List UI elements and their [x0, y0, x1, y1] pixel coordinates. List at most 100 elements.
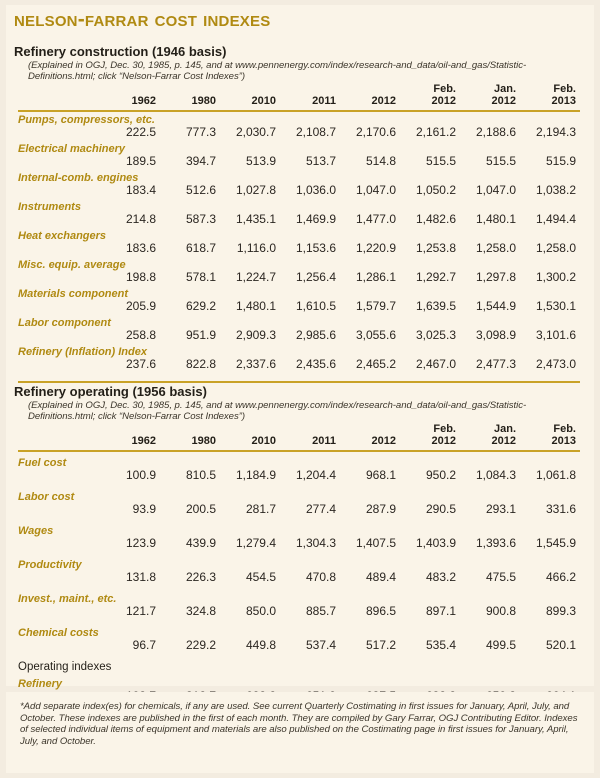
data-cell: 183.4 [125, 182, 156, 197]
spacer-cell [280, 257, 340, 271]
data-cell: 3,025.3 [415, 327, 456, 342]
spacer-cell [460, 673, 520, 690]
data-cell: 489.4 [365, 569, 396, 584]
spacer-cell [460, 141, 520, 155]
table-row-values: 93.9 200.5 281.7 277.4 287.9 290.5 293.1 331.6 [18, 501, 580, 520]
data-cell: 183.6 [125, 240, 156, 255]
data-cell: 1,292.7 [415, 269, 456, 284]
data-cell: 2,161.2 [415, 124, 456, 139]
data-cell: 810.5 [185, 467, 216, 482]
spacer-cell [340, 199, 400, 213]
table-row-label: Heat exchangers [18, 228, 580, 242]
spacer-cell [520, 170, 580, 184]
data-cell: 237.6 [125, 356, 156, 371]
spacer-cell [520, 451, 580, 469]
column-header: Feb. 2013 [520, 82, 580, 112]
spacer-cell [280, 286, 340, 300]
data-cell: 3,055.6 [355, 327, 396, 342]
row-label-header [18, 82, 100, 112]
row-label: Misc. equip. average [18, 258, 126, 271]
column-header: Feb. 2013 [520, 422, 580, 452]
data-cell: 293.1 [485, 501, 516, 516]
data-cell: 3,101.6 [535, 327, 576, 342]
data-cell: 258.8 [125, 327, 156, 342]
spacer-cell [460, 286, 520, 300]
data-cell: 205.9 [125, 298, 156, 313]
data-cell: 950.2 [425, 467, 456, 482]
column-header: Jan. 2012 [460, 422, 520, 452]
data-cell: 1,403.9 [415, 535, 456, 550]
spacer-cell [400, 520, 460, 537]
spacer-cell [400, 554, 460, 571]
row-label: Fuel cost [18, 456, 67, 469]
spacer-cell [18, 155, 100, 170]
column-header: 2011 [280, 82, 340, 112]
spacer-cell [460, 228, 520, 242]
spacer-cell [520, 622, 580, 639]
spacer-cell [340, 141, 400, 155]
data-cell: 2,170.6 [355, 124, 396, 139]
data-cell: 2,435.6 [295, 356, 336, 371]
row-label: Materials component [18, 287, 129, 300]
data-cell: 537.4 [305, 637, 336, 652]
data-cell: 1,407.5 [355, 535, 396, 550]
table-row-values: 198.8 578.1 1,224.7 1,256.4 1,286.1 1,292.7 1,… [18, 269, 580, 286]
data-cell: 578.1 [185, 269, 216, 284]
spacer-cell [400, 199, 460, 213]
data-cell: 1,579.7 [355, 298, 396, 313]
spacer-cell [220, 673, 280, 690]
table-row-values: 258.8 951.9 2,909.3 2,985.6 3,055.6 3,025.3 3,… [18, 327, 580, 344]
spacer-cell [18, 358, 100, 373]
data-cell: 198.8 [125, 269, 156, 284]
section-refinery-construction: Refinery construction (1946 basis) (Expla… [0, 44, 588, 384]
spacer-cell [520, 315, 580, 329]
data-cell: 1,304.3 [295, 535, 336, 550]
data-cell: 587.3 [185, 211, 216, 226]
spacer-cell [400, 315, 460, 329]
spacer-cell [280, 451, 340, 469]
data-cell: 189.5 [125, 153, 156, 168]
table-row-label: Electrical machinery [18, 141, 580, 155]
spacer-cell [460, 111, 520, 126]
spacer-cell [400, 656, 460, 673]
data-cell: 1,153.6 [295, 240, 336, 255]
spacer-cell [340, 622, 400, 639]
data-cell: 618.7 [185, 240, 216, 255]
spacer-cell [280, 315, 340, 329]
spacer-cell [220, 588, 280, 605]
spacer-cell [220, 554, 280, 571]
spacer-cell [280, 199, 340, 213]
spacer-cell [280, 622, 340, 639]
spacer-cell [340, 673, 400, 690]
data-cell: 512.6 [185, 182, 216, 197]
spacer-cell [520, 673, 580, 690]
spacer-cell [340, 228, 400, 242]
data-cell: 885.7 [305, 603, 336, 618]
data-cell: 2,108.7 [295, 124, 336, 139]
spacer-cell [220, 315, 280, 329]
column-header: 2010 [220, 422, 280, 452]
spacer-cell [220, 520, 280, 537]
data-cell: 1,027.8 [235, 182, 276, 197]
row-label: Electrical machinery [18, 142, 126, 155]
data-cell: 2,467.0 [415, 356, 456, 371]
data-cell: 499.5 [485, 637, 516, 652]
data-cell: 1,116.0 [236, 240, 276, 255]
table-row-values: 214.8 587.3 1,435.1 1,469.9 1,477.0 1,482.6 1,… [18, 211, 580, 228]
data-cell: 1,220.9 [355, 240, 396, 255]
spacer-cell [18, 300, 100, 315]
spacer-cell [18, 469, 100, 486]
row-label: Refinery [18, 677, 63, 690]
spacer-cell [520, 228, 580, 242]
data-cell: 1,469.9 [295, 211, 336, 226]
spacer-cell [340, 554, 400, 571]
row-label: Operating indexes [18, 660, 112, 673]
spacer-cell [220, 111, 280, 126]
table-row-label: Misc. equip. average [18, 257, 580, 271]
table-header-row: 1962 1980 2010 2011 2012 Feb. 2012 Jan. 2012 Fe… [18, 422, 580, 452]
spacer-cell [220, 451, 280, 469]
spacer-cell [400, 228, 460, 242]
spacer-cell [18, 503, 100, 520]
data-cell: 822.8 [185, 356, 216, 371]
